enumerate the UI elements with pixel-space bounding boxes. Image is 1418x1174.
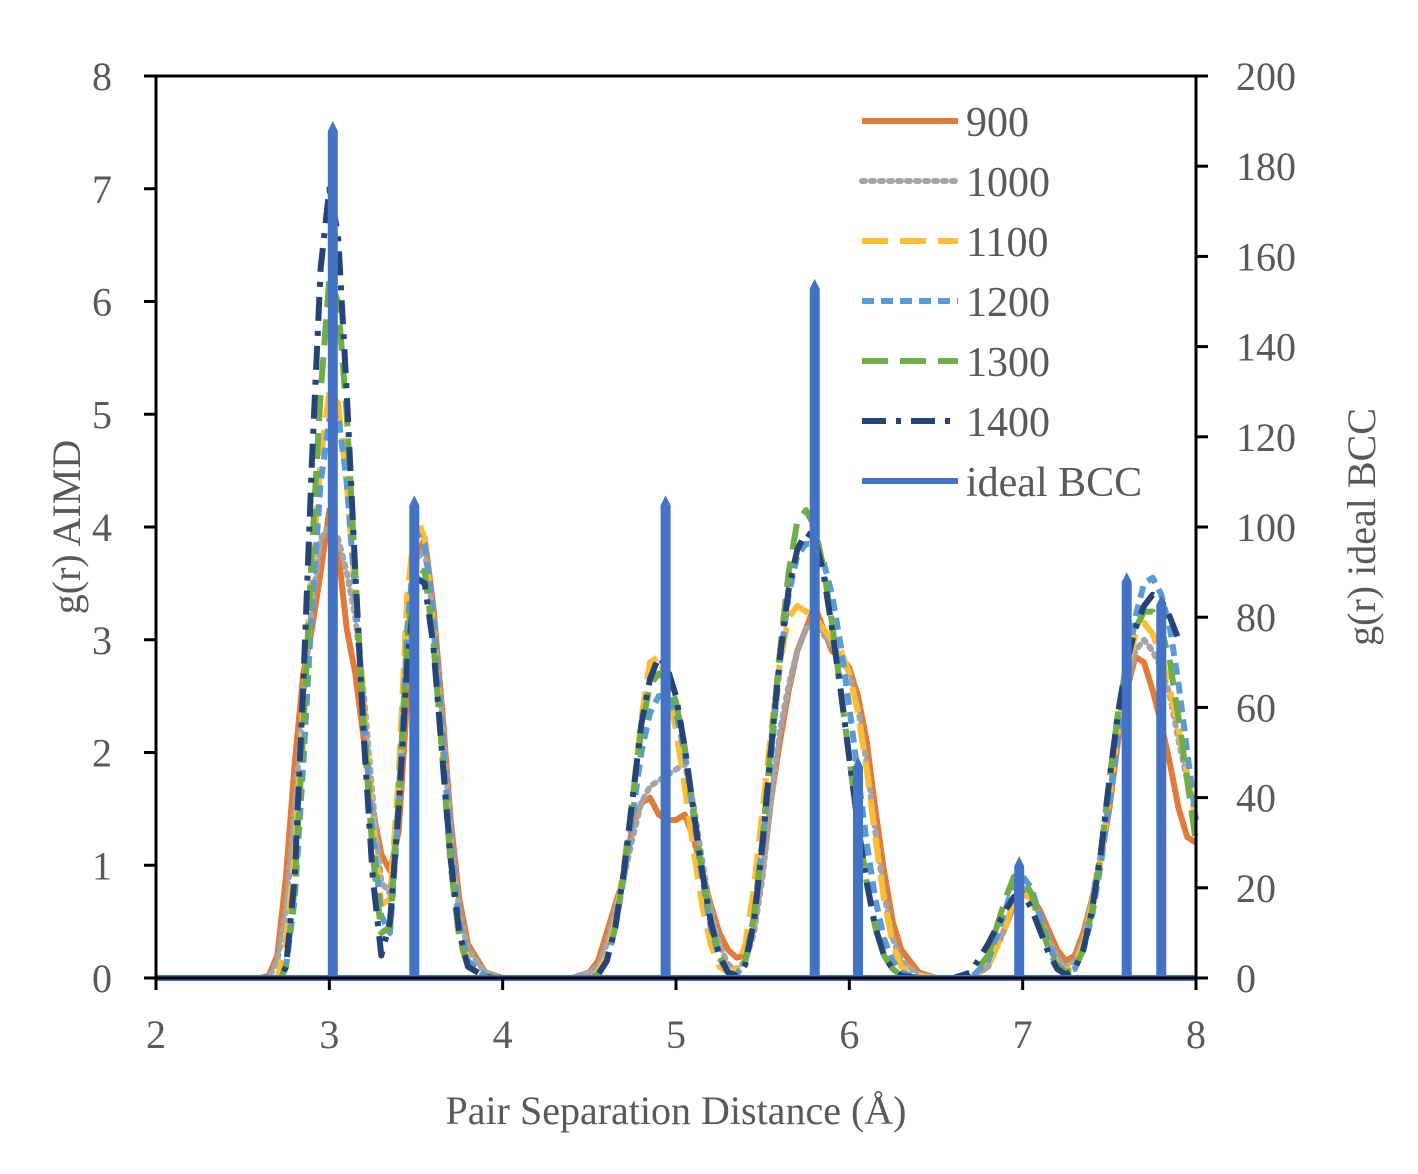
y2-tick-label: 0 xyxy=(1236,956,1256,1001)
legend-item-900: 900 xyxy=(862,100,1029,146)
y-axis-right: 0 20 40 60 80 100 120 140 160 180 200 xyxy=(1196,54,1296,1001)
y2-tick-label: 160 xyxy=(1236,234,1296,279)
y-tick-label: 0 xyxy=(92,956,112,1001)
y2-tick-label: 180 xyxy=(1236,144,1296,189)
y2-tick-label: 140 xyxy=(1236,325,1296,370)
x-tick-label: 7 xyxy=(1013,1012,1033,1057)
y2-tick-label: 100 xyxy=(1236,505,1296,550)
x-tick-label: 8 xyxy=(1186,1012,1206,1057)
ideal-bcc-peak-3 xyxy=(809,278,820,978)
series-line-900 xyxy=(156,507,1198,981)
x-tick-label: 4 xyxy=(493,1012,513,1057)
y-axis-left-title: g(r) AIMD xyxy=(44,440,89,614)
legend-label-900: 900 xyxy=(966,100,1029,146)
legend: 900 1000 1100 1200 1300 1400 ideal BCC xyxy=(859,100,1142,506)
legend-label-ideal-bcc: ideal BCC xyxy=(966,460,1142,506)
legend-item-1400: 1400 xyxy=(862,400,1050,446)
ideal-bcc-peak-5 xyxy=(1014,856,1025,978)
x-tick-label: 2 xyxy=(146,1012,166,1057)
y-tick-label: 8 xyxy=(92,54,112,99)
legend-label-1300: 1300 xyxy=(966,340,1050,386)
legend-item-ideal-bcc: ideal BCC xyxy=(862,460,1142,506)
legend-item-1300: 1300 xyxy=(862,340,1050,386)
x-tick-label: 3 xyxy=(319,1012,339,1057)
y-tick-label: 3 xyxy=(92,618,112,663)
legend-item-1200: 1200 xyxy=(862,280,1050,326)
x-tick-label: 6 xyxy=(839,1012,859,1057)
y2-tick-label: 120 xyxy=(1236,415,1296,460)
y-tick-label: 5 xyxy=(92,392,112,437)
legend-item-1000: 1000 xyxy=(859,160,1050,206)
series-layer xyxy=(153,185,1199,981)
legend-label-1100: 1100 xyxy=(966,220,1048,266)
y-tick-label: 4 xyxy=(92,505,112,550)
y-tick-label: 6 xyxy=(92,280,112,325)
x-tick-label: 5 xyxy=(666,1012,686,1057)
ideal-bcc-peak-2 xyxy=(660,495,671,978)
legend-label-1000: 1000 xyxy=(966,160,1050,206)
legend-label-1400: 1400 xyxy=(966,400,1050,446)
y2-tick-label: 200 xyxy=(1236,54,1296,99)
y-tick-label: 2 xyxy=(92,731,112,776)
ideal-bcc-peak-4 xyxy=(853,757,863,978)
y2-tick-label: 60 xyxy=(1236,685,1276,730)
ideal-bcc-peak-0 xyxy=(327,121,338,979)
y2-tick-label: 80 xyxy=(1236,595,1276,640)
y-axis-right-title: g(r) ideal BCC xyxy=(1339,408,1384,646)
y2-tick-label: 20 xyxy=(1236,866,1276,911)
series-line-1400 xyxy=(156,185,1182,981)
ideal-bcc-peak-7 xyxy=(1156,594,1167,978)
ideal-bcc-peak-6 xyxy=(1121,572,1132,978)
legend-item-1100: 1100 xyxy=(862,220,1048,266)
ideal-bcc-peak-1 xyxy=(409,495,420,978)
y2-tick-label: 40 xyxy=(1236,776,1276,821)
x-axis-title: Pair Separation Distance (Å) xyxy=(446,1088,907,1133)
y-tick-label: 7 xyxy=(92,167,112,212)
legend-label-1200: 1200 xyxy=(966,280,1050,326)
y-axis-left: 0 1 2 3 4 5 6 7 8 xyxy=(92,54,156,1001)
x-axis: 2 3 4 5 6 7 8 xyxy=(146,978,1206,1057)
y-tick-label: 1 xyxy=(92,843,112,888)
